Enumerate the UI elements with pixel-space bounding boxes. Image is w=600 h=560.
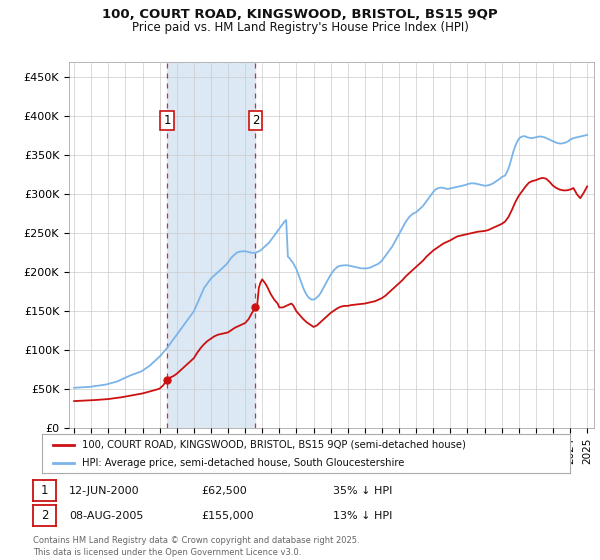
- Bar: [167, 62, 256, 428]
- Text: 12-JUN-2000: 12-JUN-2000: [69, 486, 140, 496]
- Text: 35% ↓ HPI: 35% ↓ HPI: [333, 486, 392, 496]
- Text: 1: 1: [41, 484, 48, 497]
- Text: 100, COURT ROAD, KINGSWOOD, BRISTOL, BS15 9QP: 100, COURT ROAD, KINGSWOOD, BRISTOL, BS1…: [102, 8, 498, 21]
- Text: 2: 2: [41, 509, 48, 522]
- Text: 2: 2: [251, 114, 259, 127]
- Text: HPI: Average price, semi-detached house, South Gloucestershire: HPI: Average price, semi-detached house,…: [82, 459, 404, 468]
- Text: Contains HM Land Registry data © Crown copyright and database right 2025.
This d: Contains HM Land Registry data © Crown c…: [33, 536, 359, 557]
- Text: 1: 1: [163, 114, 171, 127]
- Text: Price paid vs. HM Land Registry's House Price Index (HPI): Price paid vs. HM Land Registry's House …: [131, 21, 469, 34]
- Text: £62,500: £62,500: [201, 486, 247, 496]
- Text: £155,000: £155,000: [201, 511, 254, 521]
- Text: 100, COURT ROAD, KINGSWOOD, BRISTOL, BS15 9QP (semi-detached house): 100, COURT ROAD, KINGSWOOD, BRISTOL, BS1…: [82, 440, 466, 450]
- Text: 13% ↓ HPI: 13% ↓ HPI: [333, 511, 392, 521]
- Text: 08-AUG-2005: 08-AUG-2005: [69, 511, 143, 521]
